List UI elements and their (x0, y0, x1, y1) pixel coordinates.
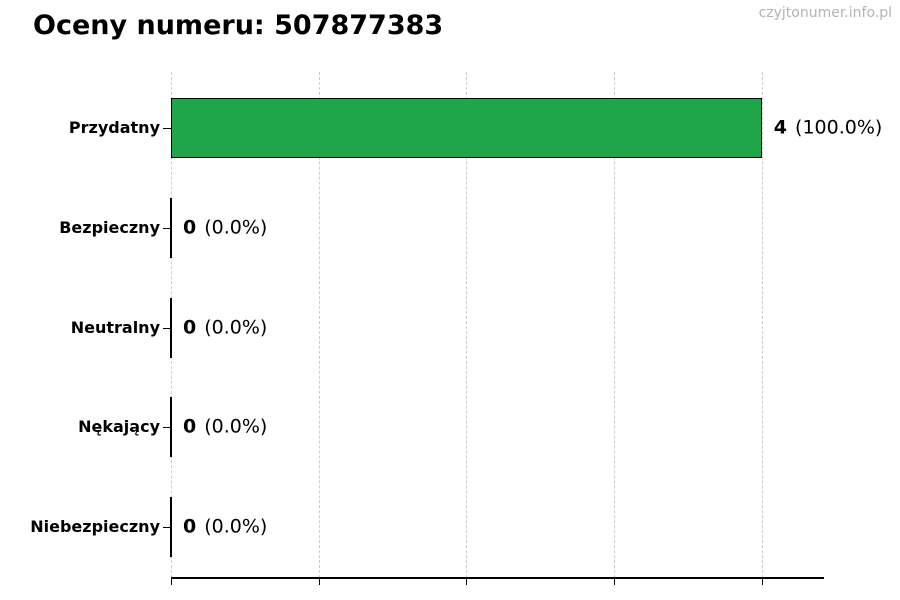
value-percent: (0.0%) (204, 515, 268, 538)
x-gridline (614, 72, 616, 578)
zero-bar (170, 197, 172, 258)
value-count: 0 (183, 415, 197, 438)
zero-bar (170, 297, 172, 358)
value-percent: (0.0%) (204, 316, 268, 339)
zero-bar (170, 397, 172, 458)
category-label: Bezpieczny (59, 217, 160, 237)
value-count: 4 (773, 116, 788, 139)
y-axis-tick (163, 527, 171, 528)
x-axis-tick (614, 579, 616, 585)
value-count: 0 (183, 316, 197, 339)
value-label: 0 (0.0%) (183, 317, 267, 338)
zero-bar (170, 497, 172, 557)
bar (171, 98, 762, 158)
x-gridline (761, 72, 763, 578)
x-axis-tick (761, 579, 763, 585)
plot-area: Przydatny 4 (100.0%) Bezpieczny 0 (0.0%) Neutr… (30, 72, 882, 585)
x-gridline (466, 72, 468, 578)
value-count: 0 (183, 515, 197, 538)
watermark-text: czyjtonumer.info.pl (758, 5, 892, 21)
value-label: 0 (0.0%) (183, 415, 268, 438)
category-label: Niebezpieczny (30, 517, 160, 537)
x-axis-line (171, 577, 824, 579)
category-label: Przydatny (68, 118, 160, 138)
x-axis-tick (466, 579, 468, 585)
value-count: 0 (183, 216, 197, 239)
value-percent: (0.0%) (204, 415, 268, 438)
value-percent: (100.0%) (795, 116, 883, 139)
category-label: Neutralny (70, 317, 160, 337)
x-axis-tick (171, 579, 172, 585)
value-label: 0 (0.0%) (183, 515, 268, 538)
value-percent: (0.0%) (204, 216, 268, 239)
y-axis-tick (163, 427, 171, 429)
y-axis-tick (163, 128, 171, 129)
y-axis-tick (163, 227, 171, 229)
y-axis-tick (163, 327, 171, 329)
value-label: 0 (0.0%) (183, 217, 267, 238)
x-gridline (318, 72, 320, 578)
category-label: Nękający (78, 417, 160, 437)
value-label: 4 (100.0%) (773, 116, 883, 139)
x-axis-tick (318, 579, 320, 585)
page-title: Oceny numeru: 507877383 (33, 10, 444, 41)
